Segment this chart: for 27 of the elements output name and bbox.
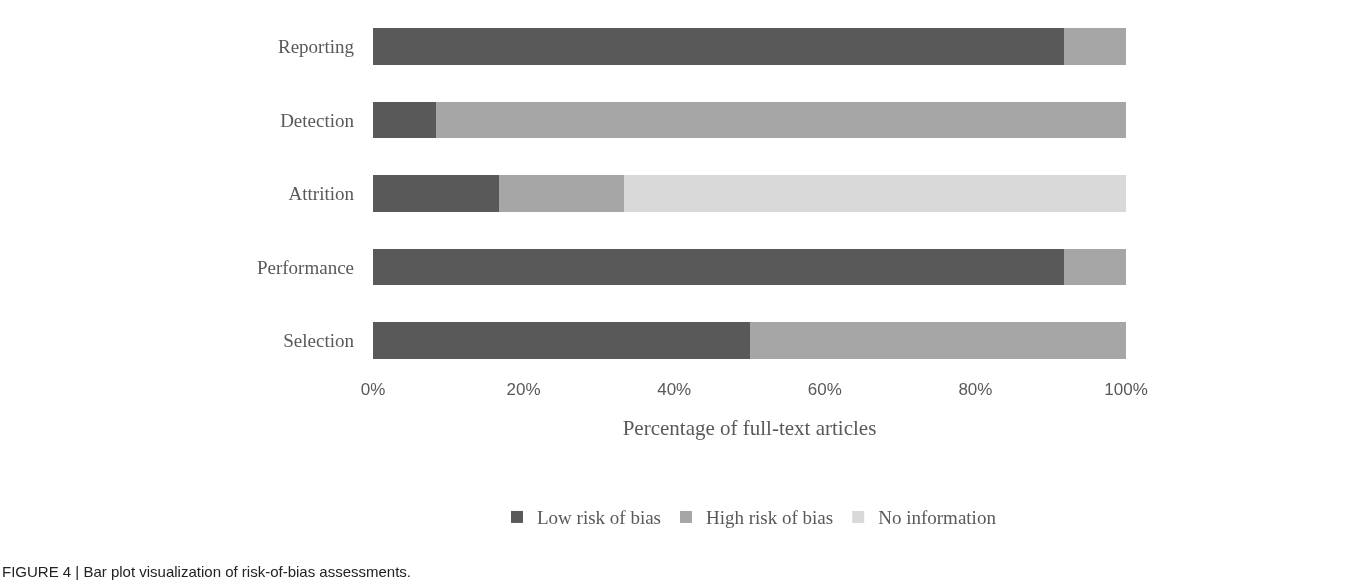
bar	[623, 175, 1126, 212]
caption: FIGURE 4 | Bar plot visualization of risk-of-bias assessments.	[2, 563, 412, 580]
x-tick-label: 20%	[506, 380, 541, 399]
bar	[373, 101, 436, 139]
bar	[373, 248, 1064, 286]
x-tick-label: 100%	[1104, 380, 1148, 399]
bar	[373, 28, 1064, 66]
bar	[498, 175, 624, 212]
bar	[749, 321, 1126, 359]
bar	[435, 101, 1126, 139]
y-tick-label: Attrition	[288, 183, 355, 205]
legend-label: High risk of bias	[706, 507, 834, 529]
x-tick-label: 40%	[657, 380, 692, 399]
y-tick-label: Selection	[283, 329, 355, 351]
x-tick-label: 60%	[807, 380, 842, 399]
y-tick-label: Detection	[280, 109, 355, 131]
x-axis-title: Percentage of full-text articles	[622, 416, 877, 441]
legend-label: Low risk of bias	[537, 507, 662, 529]
bar	[373, 321, 750, 359]
y-tick-label: Reporting	[278, 36, 355, 58]
y-tick-label: Performance	[256, 256, 354, 278]
x-tick-label: 80%	[958, 380, 993, 399]
x-tick-label: 0%	[360, 380, 386, 399]
legend-label: No information	[878, 507, 997, 529]
bar	[373, 175, 499, 212]
bar	[1063, 28, 1126, 66]
bar	[1063, 248, 1126, 286]
